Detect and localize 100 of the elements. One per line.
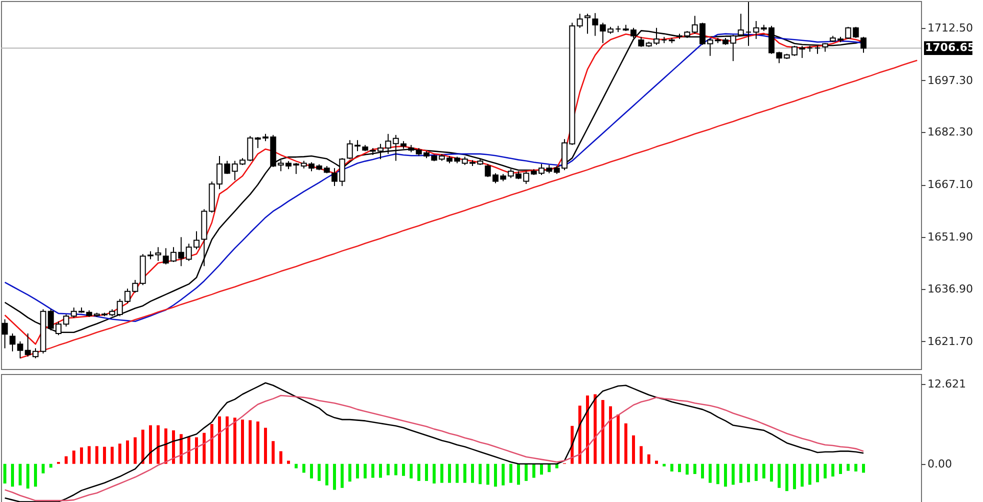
bar xyxy=(180,434,183,464)
bar xyxy=(110,446,114,464)
candlestick xyxy=(638,36,644,48)
bar xyxy=(793,464,796,490)
bar xyxy=(18,464,22,486)
bar xyxy=(325,464,328,486)
bar xyxy=(808,464,812,485)
candlestick xyxy=(845,26,852,40)
bar xyxy=(394,464,398,476)
bar xyxy=(816,464,819,482)
bar xyxy=(693,464,696,474)
bar xyxy=(678,464,681,472)
bar xyxy=(471,464,474,483)
bar xyxy=(11,464,14,487)
bar xyxy=(248,420,252,464)
bar xyxy=(26,464,30,489)
y-tick-label: 1712.50 xyxy=(928,21,973,34)
bar xyxy=(164,428,168,464)
candlestick xyxy=(576,13,583,28)
bar xyxy=(364,464,367,478)
bar xyxy=(103,446,106,464)
bar xyxy=(210,424,214,464)
candlestick xyxy=(2,318,8,349)
bar xyxy=(517,464,520,485)
bar xyxy=(778,464,781,488)
bar xyxy=(540,464,543,475)
bar xyxy=(218,416,221,464)
y-tick-label: 1651.90 xyxy=(928,230,973,244)
bar xyxy=(854,464,858,472)
bar xyxy=(655,460,658,464)
bar xyxy=(348,464,352,482)
bar xyxy=(494,464,497,487)
bar xyxy=(149,425,152,464)
candlestick xyxy=(584,13,590,34)
bar xyxy=(42,464,45,474)
bar xyxy=(456,464,459,483)
bar xyxy=(256,421,260,464)
bar xyxy=(785,464,788,492)
bar xyxy=(425,464,428,481)
bar xyxy=(34,464,37,487)
bar xyxy=(762,464,766,478)
bar xyxy=(686,464,689,475)
bar xyxy=(716,464,720,484)
bar xyxy=(724,464,727,487)
bar xyxy=(80,447,83,464)
bar xyxy=(241,420,244,464)
bar xyxy=(64,456,68,464)
bar xyxy=(586,396,589,464)
bar xyxy=(800,464,804,487)
bar xyxy=(118,444,122,464)
bar xyxy=(532,464,536,478)
bar xyxy=(386,464,390,476)
y-tick-label: 1682.30 xyxy=(928,126,973,139)
bar xyxy=(770,464,773,482)
bar xyxy=(402,464,405,476)
bar xyxy=(279,451,282,464)
candlestick xyxy=(852,26,859,38)
bar xyxy=(662,464,666,466)
bar xyxy=(318,464,321,481)
bar xyxy=(264,428,267,464)
bar xyxy=(356,464,359,478)
bar xyxy=(440,464,444,483)
bar xyxy=(410,464,413,478)
y-tick-label: 12.621 xyxy=(928,377,966,390)
bar xyxy=(594,394,597,464)
bar xyxy=(708,464,712,483)
y-tick-label: 1697.30 xyxy=(928,74,973,87)
bar xyxy=(272,441,275,464)
bar xyxy=(3,464,6,484)
bar xyxy=(670,464,674,472)
bar xyxy=(862,464,865,473)
bar xyxy=(195,437,198,464)
bar xyxy=(88,446,91,464)
bar xyxy=(502,464,505,486)
bar xyxy=(448,464,451,483)
bar xyxy=(616,414,620,464)
bar xyxy=(126,440,129,464)
bar xyxy=(846,464,850,471)
bar xyxy=(417,464,420,481)
bar xyxy=(333,464,336,490)
bar xyxy=(578,406,582,464)
bar xyxy=(601,400,604,464)
y-tick-label: 1621.70 xyxy=(928,334,973,348)
bar xyxy=(371,464,374,478)
bar xyxy=(141,430,144,464)
bar xyxy=(701,464,704,478)
bar xyxy=(548,464,551,472)
bar xyxy=(509,464,512,483)
bar xyxy=(609,406,612,464)
bar xyxy=(647,454,650,464)
bar xyxy=(732,464,735,485)
bar xyxy=(95,446,98,464)
bar xyxy=(72,450,76,464)
bar xyxy=(187,436,190,464)
candlestick xyxy=(753,20,760,40)
bar xyxy=(233,418,236,464)
bar xyxy=(824,464,827,478)
bar xyxy=(831,464,834,477)
bar xyxy=(202,432,206,464)
candlestick xyxy=(592,12,598,36)
